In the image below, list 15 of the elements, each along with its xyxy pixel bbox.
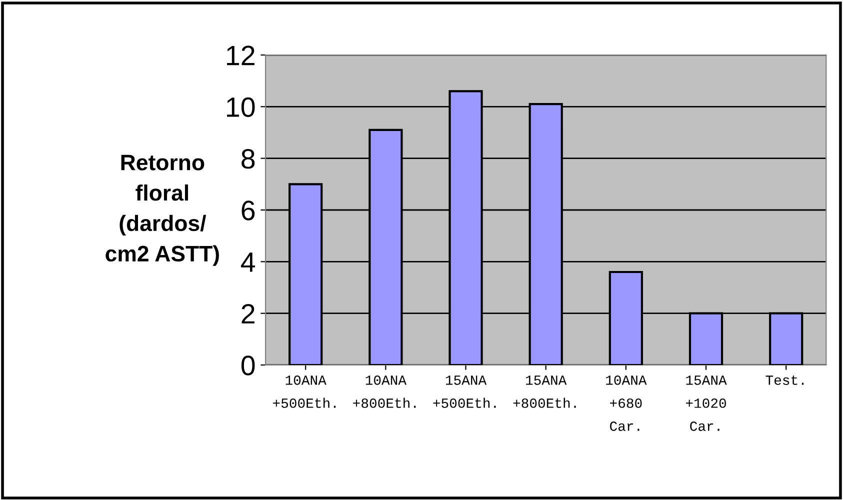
x-tick-label: 15ANA +800Eth. bbox=[513, 376, 576, 408]
y-axis-title: Retorno floral (dardos/ cm2 ASTT) bbox=[106, 154, 219, 266]
y-tick-label: 12 bbox=[227, 46, 254, 66]
x-tick-label: 15ANA +500Eth. bbox=[433, 376, 496, 408]
x-tick-label: 15ANA +1020 Car. bbox=[686, 376, 727, 431]
x-tick-label: 10ANA +680 Car. bbox=[606, 375, 647, 431]
x-tick-label: 10ANA +500Eth. bbox=[273, 375, 336, 408]
y-tick-label: 6 bbox=[242, 200, 255, 220]
y-tick-label: 2 bbox=[242, 304, 254, 324]
y-tick-label: 10 bbox=[227, 97, 255, 118]
y-tick-label: 4 bbox=[241, 252, 256, 272]
y-tick-label: 8 bbox=[242, 149, 255, 169]
y-tick-label: 0 bbox=[241, 356, 255, 376]
x-tick-label: Test. bbox=[766, 376, 804, 385]
x-tick-label: 10ANA +800Eth. bbox=[353, 375, 416, 408]
